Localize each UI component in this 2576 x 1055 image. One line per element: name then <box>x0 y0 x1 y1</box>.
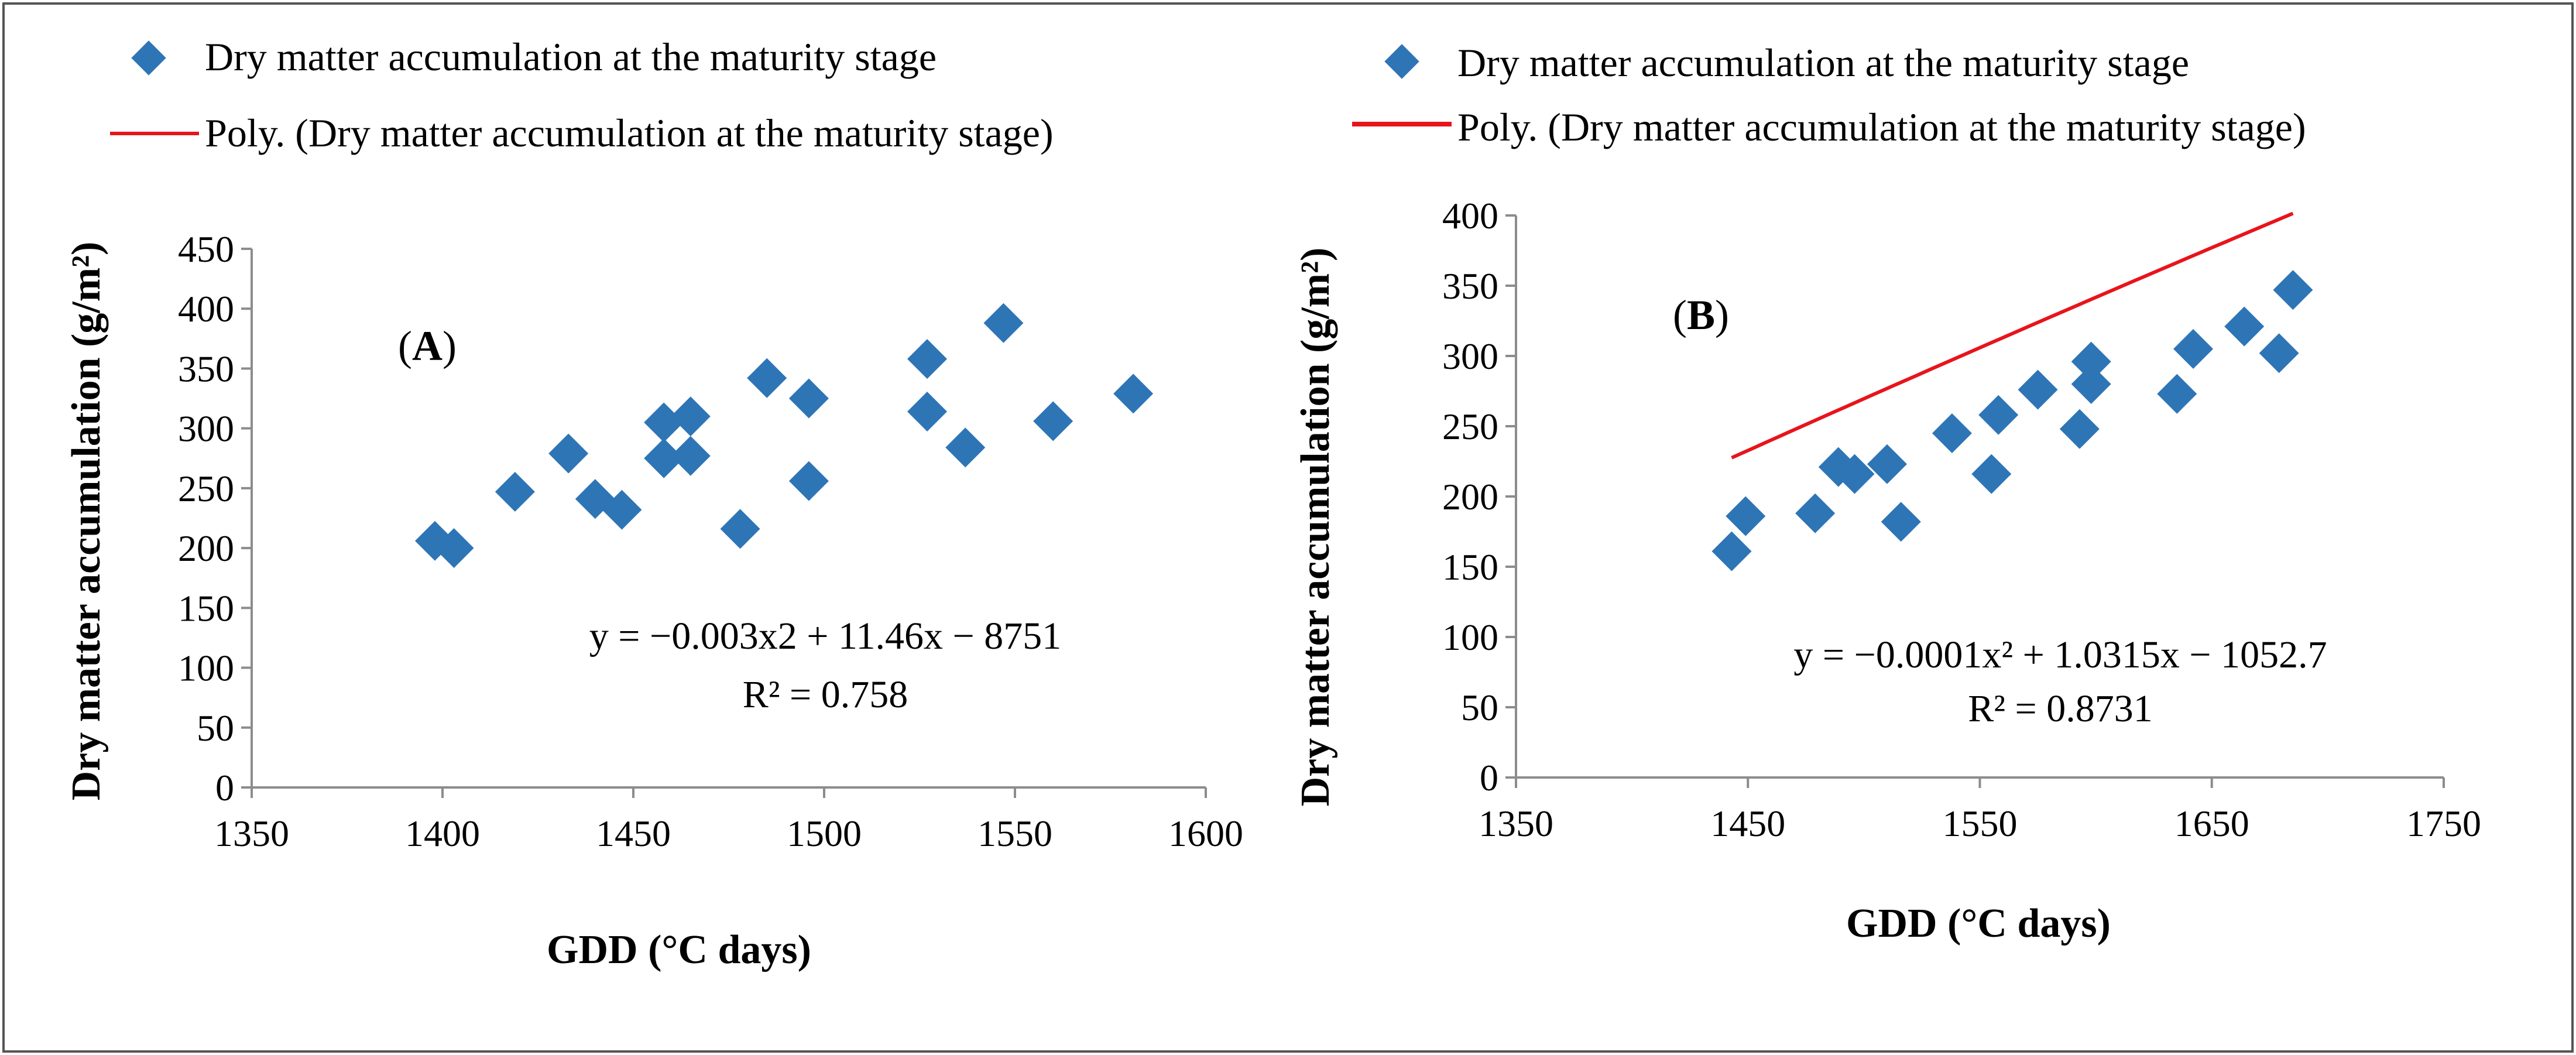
panel-a-x-axis-title: GDD (°C days) <box>547 927 811 972</box>
panel-a-markers <box>414 303 1154 568</box>
panel-a-x-tick-label: 1400 <box>405 813 480 854</box>
panel-a-y-tick-label: 400 <box>178 288 234 330</box>
panel-b-y-tick-label: 400 <box>1442 195 1498 237</box>
panel-b-y-tick-label: 250 <box>1442 406 1498 447</box>
panel-b-data-point <box>1971 454 2012 494</box>
panel-a-data-point <box>495 472 535 512</box>
panel-a-data-point <box>1033 401 1073 441</box>
legend-a: Dry matter accumulation at the maturity … <box>110 35 1054 155</box>
legend-b-marker-icon <box>1384 44 1419 79</box>
panel-a-equation: y = −0.003x2 + 11.46x − 8751 <box>589 615 1061 657</box>
legend-b: Dry matter accumulation at the maturity … <box>1352 40 2306 149</box>
panel-b: 0 50 100 150 200 250 300 350 400 1350 1450 1550 165… <box>1293 195 2481 946</box>
panel-b-data-point <box>1834 454 1875 494</box>
panel-a-y-tick-label: 0 <box>215 767 234 809</box>
panel-a-y-tick-label: 350 <box>178 348 234 389</box>
panel-a-y-tick-label: 150 <box>178 587 234 629</box>
panel-a-data-point <box>720 509 760 549</box>
panel-b-data-point <box>1881 502 1921 542</box>
panel-a-data-point <box>644 402 684 443</box>
panel-a-y-tick-label: 450 <box>178 228 234 270</box>
panel-a-data-point <box>983 303 1024 343</box>
panel-b-y-tick-label: 300 <box>1442 335 1498 377</box>
panel-a-x-tick-label: 1500 <box>787 813 862 854</box>
panel-a-data-point <box>602 489 642 530</box>
panel-a-y-tick-label: 250 <box>178 468 234 509</box>
panel-b-label: (B) <box>1673 292 1729 338</box>
panel-a-data-point <box>907 339 948 379</box>
panel-a: 0 50 100 150 200 250 300 350 400 450 1350 1400 1450… <box>64 228 1243 972</box>
panel-a-x-tick-label: 1350 <box>214 813 289 854</box>
panel-b-y-tick-labels: 0 50 100 150 200 250 300 350 400 <box>1442 195 1516 799</box>
panel-a-y-tick-label: 200 <box>178 528 234 569</box>
panel-a-data-point <box>788 378 829 419</box>
panel-b-data-point <box>2157 374 2197 414</box>
panel-b-data-point <box>1978 395 2019 435</box>
panel-a-y-tick-labels: 0 50 100 150 200 250 300 350 400 450 <box>178 228 252 809</box>
panel-b-x-tick-label: 1350 <box>1479 803 1553 844</box>
panel-a-y-axis-title: Dry matter accumulation (g/m²) <box>64 242 109 801</box>
legend-a-trend-label: Poly. (Dry matter accumulation at the ma… <box>205 111 1054 155</box>
panel-a-data-point <box>747 358 787 398</box>
panel-b-data-point <box>1711 531 1752 571</box>
panel-b-data-point <box>1726 496 1766 536</box>
panel-a-data-point <box>670 396 711 437</box>
panel-b-x-tick-label: 1550 <box>1943 803 2018 844</box>
panel-b-y-tick-label: 200 <box>1442 476 1498 518</box>
panel-b-x-tick-labels: 1350 1450 1550 1650 1750 <box>1479 777 2481 844</box>
panel-b-y-tick-label: 100 <box>1442 616 1498 658</box>
legend-a-marker-icon <box>131 40 166 76</box>
panel-a-y-tick-label: 100 <box>178 648 234 689</box>
panel-a-data-point <box>1113 374 1154 414</box>
panel-b-data-point <box>2059 409 2100 449</box>
panel-a-data-point <box>670 436 711 476</box>
panel-b-y-tick-label: 50 <box>1461 687 1498 728</box>
panel-a-data-point <box>945 427 986 468</box>
legend-b-series-label: Dry matter accumulation at the maturity … <box>1457 40 2189 85</box>
panel-b-y-tick-label: 150 <box>1442 546 1498 588</box>
panel-a-data-point <box>575 479 615 519</box>
panel-a-x-tick-label: 1450 <box>596 813 671 854</box>
panel-a-x-tick-labels: 1350 1400 1450 1500 1550 1600 <box>214 787 1243 854</box>
panel-b-x-tick-label: 1450 <box>1710 803 1785 844</box>
panel-b-y-tick-label: 0 <box>1480 757 1498 799</box>
panel-b-data-point <box>1932 413 1972 453</box>
panel-b-x-axis-title: GDD (°C days) <box>1846 901 2111 946</box>
panel-a-label-letter: A <box>412 323 443 369</box>
panel-b-y-tick-label: 350 <box>1442 265 1498 307</box>
panel-a-data-point <box>644 438 684 478</box>
panel-b-r-squared: R² = 0.8731 <box>1968 687 2153 730</box>
panel-a-x-tick-label: 1600 <box>1168 813 1243 854</box>
panel-b-markers <box>1711 270 2313 571</box>
panel-a-data-point <box>788 461 829 501</box>
panel-b-trendline <box>1731 211 2294 460</box>
panel-a-data-point <box>434 528 474 568</box>
panel-b-data-point <box>2071 341 2111 382</box>
panel-b-data-point <box>2259 333 2299 374</box>
panel-a-r-squared: R² = 0.758 <box>743 673 908 716</box>
panel-a-data-point <box>548 433 589 474</box>
panel-b-data-point <box>2018 369 2058 410</box>
panel-b-y-axis-title: Dry matter accumulation (g/m²) <box>1293 248 1338 807</box>
panel-b-x-tick-label: 1650 <box>2174 803 2249 844</box>
panel-b-x-tick-label: 1750 <box>2406 803 2481 844</box>
panel-a-y-tick-label: 50 <box>197 707 234 749</box>
panel-b-data-point <box>2273 270 2313 310</box>
panel-a-label: (A) <box>398 323 457 369</box>
panel-b-label-letter: B <box>1687 292 1715 338</box>
panel-b-data-point <box>1867 444 1907 484</box>
legend-a-series-label: Dry matter accumulation at the maturity … <box>205 35 937 79</box>
legend-b-trend-label: Poly. (Dry matter accumulation at the ma… <box>1457 105 2306 149</box>
panel-b-data-point <box>1795 493 1836 533</box>
panel-b-data-point <box>2071 364 2111 404</box>
panel-b-equation: y = −0.0001x² + 1.0315x − 1052.7 <box>1793 633 2327 676</box>
panel-a-y-tick-label: 300 <box>178 408 234 450</box>
panel-a-x-tick-label: 1550 <box>977 813 1052 854</box>
panel-b-data-point <box>2224 306 2265 347</box>
panel-b-data-point <box>2173 329 2214 369</box>
panel-a-data-point <box>907 392 948 432</box>
